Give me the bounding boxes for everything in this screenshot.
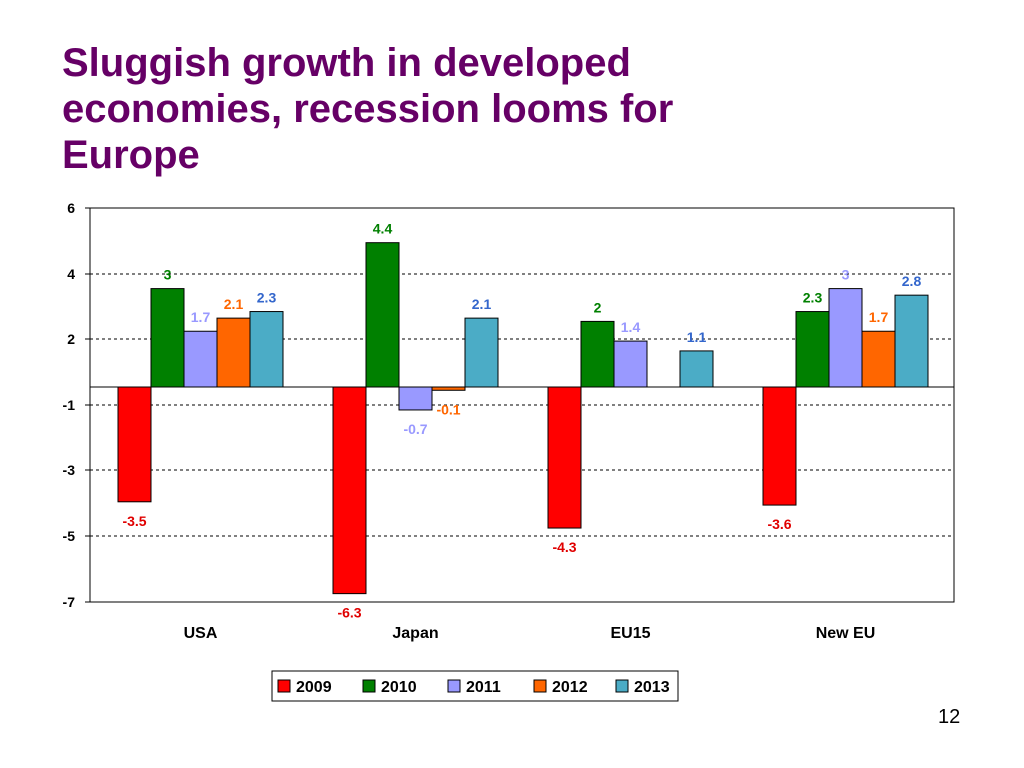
data-labels: -3.5 -6.3 -4.3 -3.6 3 4.4 2 2.3 1.7 -0.7 1.4 3 2.1 -0… [122, 221, 921, 621]
y-tick-label: -1 [63, 397, 76, 413]
legend-box [271, 670, 679, 702]
bar-2011-eu15 [613, 340, 648, 388]
bar-2012-usa [216, 317, 251, 388]
slide-title: Sluggish growth in developed economies, … [62, 41, 674, 177]
y-tick-label: 4 [67, 266, 75, 282]
legend-label-2009: 2009 [296, 679, 332, 696]
data-label: 4.4 [373, 221, 393, 237]
data-label: 3 [842, 267, 850, 283]
legend-label-2010: 2010 [381, 679, 417, 696]
bar-2011-new-eu [828, 288, 863, 388]
legend-swatch-2012 [533, 679, 547, 693]
x-category-label: Japan [392, 625, 438, 642]
legend-swatch-2009 [277, 679, 291, 693]
bars [117, 242, 929, 595]
legend-label-2013: 2013 [634, 679, 670, 696]
data-label: -3.6 [767, 516, 791, 532]
bar-2013-eu15 [679, 350, 714, 388]
bar-2011-japan [398, 386, 433, 411]
bar-2009-usa [117, 386, 152, 503]
legend: 2009 2010 2011 2012 2013 [271, 670, 679, 702]
data-label: 1.7 [191, 309, 211, 325]
y-tick-label: -3 [63, 462, 76, 478]
bar-2009-japan [332, 386, 367, 595]
data-label: -6.3 [337, 605, 361, 621]
data-label: -0.1 [436, 401, 460, 417]
y-tick-label: 2 [67, 331, 75, 347]
legend-swatch-2010 [362, 679, 376, 693]
data-label: 2 [594, 299, 602, 315]
x-category-label: EU15 [610, 625, 650, 642]
bar-2010-japan [365, 242, 400, 388]
legend-label-2011: 2011 [466, 679, 501, 696]
bar-2009-eu15 [547, 386, 582, 529]
legend-swatch-2013 [615, 679, 629, 693]
legend-swatch-2011 [447, 679, 461, 693]
data-label: 2.1 [224, 296, 244, 312]
y-tick-label: -7 [63, 594, 76, 610]
data-label: -3.5 [122, 513, 146, 529]
data-label: 2.8 [902, 273, 922, 289]
data-label: 2.3 [803, 290, 823, 306]
bar-2010-eu15 [580, 320, 615, 388]
bar-2013-new-eu [894, 294, 929, 388]
x-axis-categories: USA Japan EU15 New EU [184, 625, 876, 642]
y-axis-ticks: 6 4 2 -1 -3 -5 -7 [63, 200, 90, 610]
y-tick-label: 6 [67, 200, 75, 216]
x-category-label: USA [184, 625, 218, 642]
data-label: 2.3 [257, 290, 277, 306]
bar-2012-new-eu [861, 330, 896, 388]
data-label: -4.3 [552, 539, 576, 555]
page-number: 12 [938, 706, 961, 728]
data-label: 1.7 [869, 309, 889, 325]
data-label: 1.1 [687, 329, 707, 345]
legend-label-2012: 2012 [552, 679, 588, 696]
data-label: 1.4 [621, 319, 641, 335]
bar-2010-usa [150, 288, 185, 388]
y-tick-label: -5 [63, 528, 76, 544]
x-category-label: New EU [816, 625, 876, 642]
bar-2011-usa [183, 330, 218, 388]
bar-2010-new-eu [795, 311, 830, 388]
data-label: 2.1 [472, 296, 492, 312]
bar-2013-japan [464, 317, 499, 388]
data-label: 3 [164, 267, 172, 283]
bar-2009-new-eu [762, 386, 797, 506]
data-label: -0.7 [403, 421, 427, 437]
bar-2013-usa [249, 311, 284, 388]
